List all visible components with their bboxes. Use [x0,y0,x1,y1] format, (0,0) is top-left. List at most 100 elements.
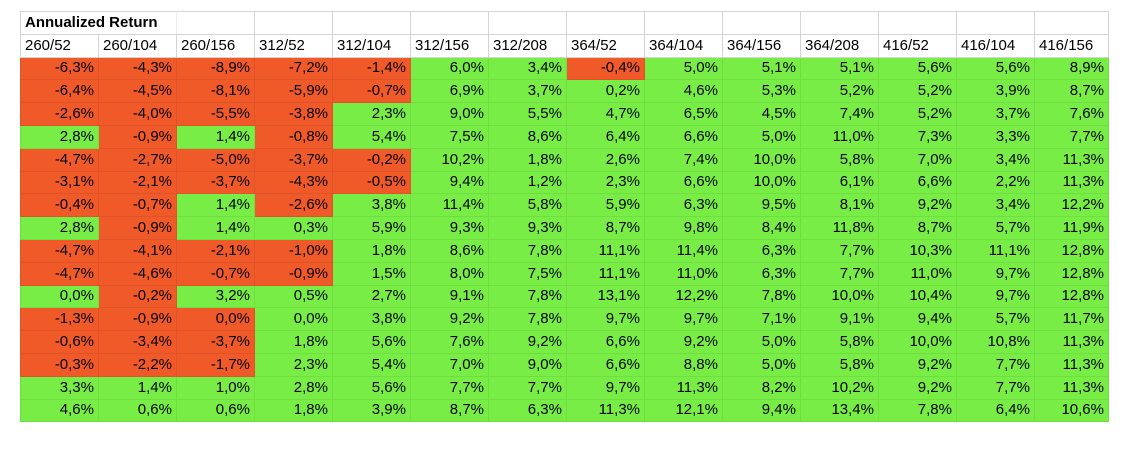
return-cell[interactable]: 5,8% [488,193,567,218]
return-cell[interactable]: 5,5% [488,102,567,126]
return-cell[interactable]: 8,7% [1034,79,1109,104]
return-cell[interactable]: 0,0% [20,284,99,309]
return-cell[interactable]: 7,8% [488,307,567,332]
return-cell[interactable]: 2,7% [332,284,411,309]
return-cell[interactable]: 11,7% [1034,307,1109,332]
return-cell[interactable]: 1,4% [176,193,255,218]
return-cell[interactable]: 10,0% [878,330,957,354]
column-header[interactable]: 312/52 [254,33,333,58]
return-cell[interactable]: 0,0% [176,307,255,332]
return-cell[interactable]: -1,7% [176,352,255,377]
return-cell[interactable]: -2,2% [98,352,177,377]
return-cell[interactable]: 7,7% [800,261,879,286]
return-cell[interactable]: -2,7% [98,147,177,172]
return-cell[interactable]: 10,0% [722,147,801,172]
column-header[interactable]: 416/104 [956,33,1035,58]
return-cell[interactable]: 12,2% [644,284,723,309]
column-header[interactable]: 260/156 [176,33,255,58]
return-cell[interactable]: 11,0% [644,261,723,286]
return-cell[interactable]: 6,0% [410,56,489,81]
return-cell[interactable]: 5,6% [332,330,411,354]
column-header[interactable]: 364/52 [566,33,645,58]
return-cell[interactable]: 9,4% [410,170,489,195]
return-cell[interactable]: 9,4% [878,307,957,332]
return-cell[interactable]: 11,4% [644,238,723,263]
return-cell[interactable]: 11,9% [1034,216,1109,240]
return-cell[interactable]: 12,8% [1034,238,1109,263]
return-cell[interactable]: 7,7% [410,375,489,400]
return-cell[interactable]: 7,7% [488,375,567,400]
return-cell[interactable]: -5,0% [176,147,255,172]
return-cell[interactable]: 11,3% [1034,330,1109,354]
return-cell[interactable]: 11,0% [878,261,957,286]
return-cell[interactable]: -0,2% [332,147,411,172]
return-cell[interactable]: 3,4% [488,56,567,81]
column-header[interactable]: 312/104 [332,33,411,58]
return-cell[interactable]: 6,6% [644,124,723,149]
empty-cell[interactable] [332,11,411,35]
return-cell[interactable]: 5,8% [800,352,879,377]
return-cell[interactable]: -0,7% [332,79,411,104]
return-cell[interactable]: 11,3% [1034,170,1109,195]
return-cell[interactable]: 11,3% [1034,352,1109,377]
return-cell[interactable]: 1,8% [488,147,567,172]
return-cell[interactable]: 7,4% [644,147,723,172]
return-cell[interactable]: 8,7% [878,216,957,240]
return-cell[interactable]: 1,8% [254,330,333,354]
return-cell[interactable]: 9,2% [488,330,567,354]
return-cell[interactable]: 8,6% [488,124,567,149]
return-cell[interactable]: 6,6% [566,330,645,354]
return-cell[interactable]: 10,0% [722,170,801,195]
return-cell[interactable]: 7,6% [410,330,489,354]
return-cell[interactable]: 5,8% [800,147,879,172]
empty-cell[interactable] [254,11,333,35]
return-cell[interactable]: 2,3% [566,170,645,195]
return-cell[interactable]: 9,7% [566,307,645,332]
return-cell[interactable]: -2,6% [254,193,333,218]
return-cell[interactable]: 7,0% [878,147,957,172]
return-cell[interactable]: 3,8% [332,307,411,332]
return-cell[interactable]: 5,0% [644,56,723,81]
return-cell[interactable]: 7,8% [722,284,801,309]
return-cell[interactable]: -2,1% [176,238,255,263]
return-cell[interactable]: -0,7% [176,261,255,286]
return-cell[interactable]: 4,6% [20,398,99,423]
return-cell[interactable]: 8,8% [644,352,723,377]
return-cell[interactable]: 8,1% [800,193,879,218]
return-cell[interactable]: 6,6% [566,352,645,377]
return-cell[interactable]: 4,6% [644,79,723,104]
return-cell[interactable]: 2,8% [20,216,99,240]
return-cell[interactable]: 12,8% [1034,284,1109,309]
empty-cell[interactable] [956,11,1035,35]
return-cell[interactable]: 11,1% [566,238,645,263]
return-cell[interactable]: 11,0% [800,124,879,149]
return-cell[interactable]: 8,0% [410,261,489,286]
return-cell[interactable]: -6,4% [20,79,99,104]
return-cell[interactable]: 8,7% [566,216,645,240]
return-cell[interactable]: 0,0% [254,307,333,332]
return-cell[interactable]: -4,7% [20,261,99,286]
empty-cell[interactable] [644,11,723,35]
return-cell[interactable]: -4,1% [98,238,177,263]
return-cell[interactable]: -1,4% [332,56,411,81]
return-cell[interactable]: 11,3% [566,398,645,423]
column-header[interactable]: 416/156 [1034,33,1109,58]
return-cell[interactable]: 10,8% [956,330,1035,354]
return-cell[interactable]: 4,7% [566,102,645,126]
return-cell[interactable]: 7,1% [722,307,801,332]
return-cell[interactable]: -0,9% [98,216,177,240]
return-cell[interactable]: 3,4% [956,193,1035,218]
return-cell[interactable]: 5,1% [800,56,879,81]
return-cell[interactable]: 12,8% [1034,261,1109,286]
return-cell[interactable]: -4,0% [98,102,177,126]
return-cell[interactable]: 9,1% [410,284,489,309]
return-cell[interactable]: 5,0% [722,330,801,354]
return-cell[interactable]: 6,3% [488,398,567,423]
return-cell[interactable]: 7,8% [878,398,957,423]
empty-cell[interactable] [488,11,567,35]
return-cell[interactable]: 3,7% [488,79,567,104]
empty-cell[interactable] [722,11,801,35]
return-cell[interactable]: 5,2% [878,79,957,104]
return-cell[interactable]: 1,4% [176,124,255,149]
return-cell[interactable]: 12,2% [1034,193,1109,218]
